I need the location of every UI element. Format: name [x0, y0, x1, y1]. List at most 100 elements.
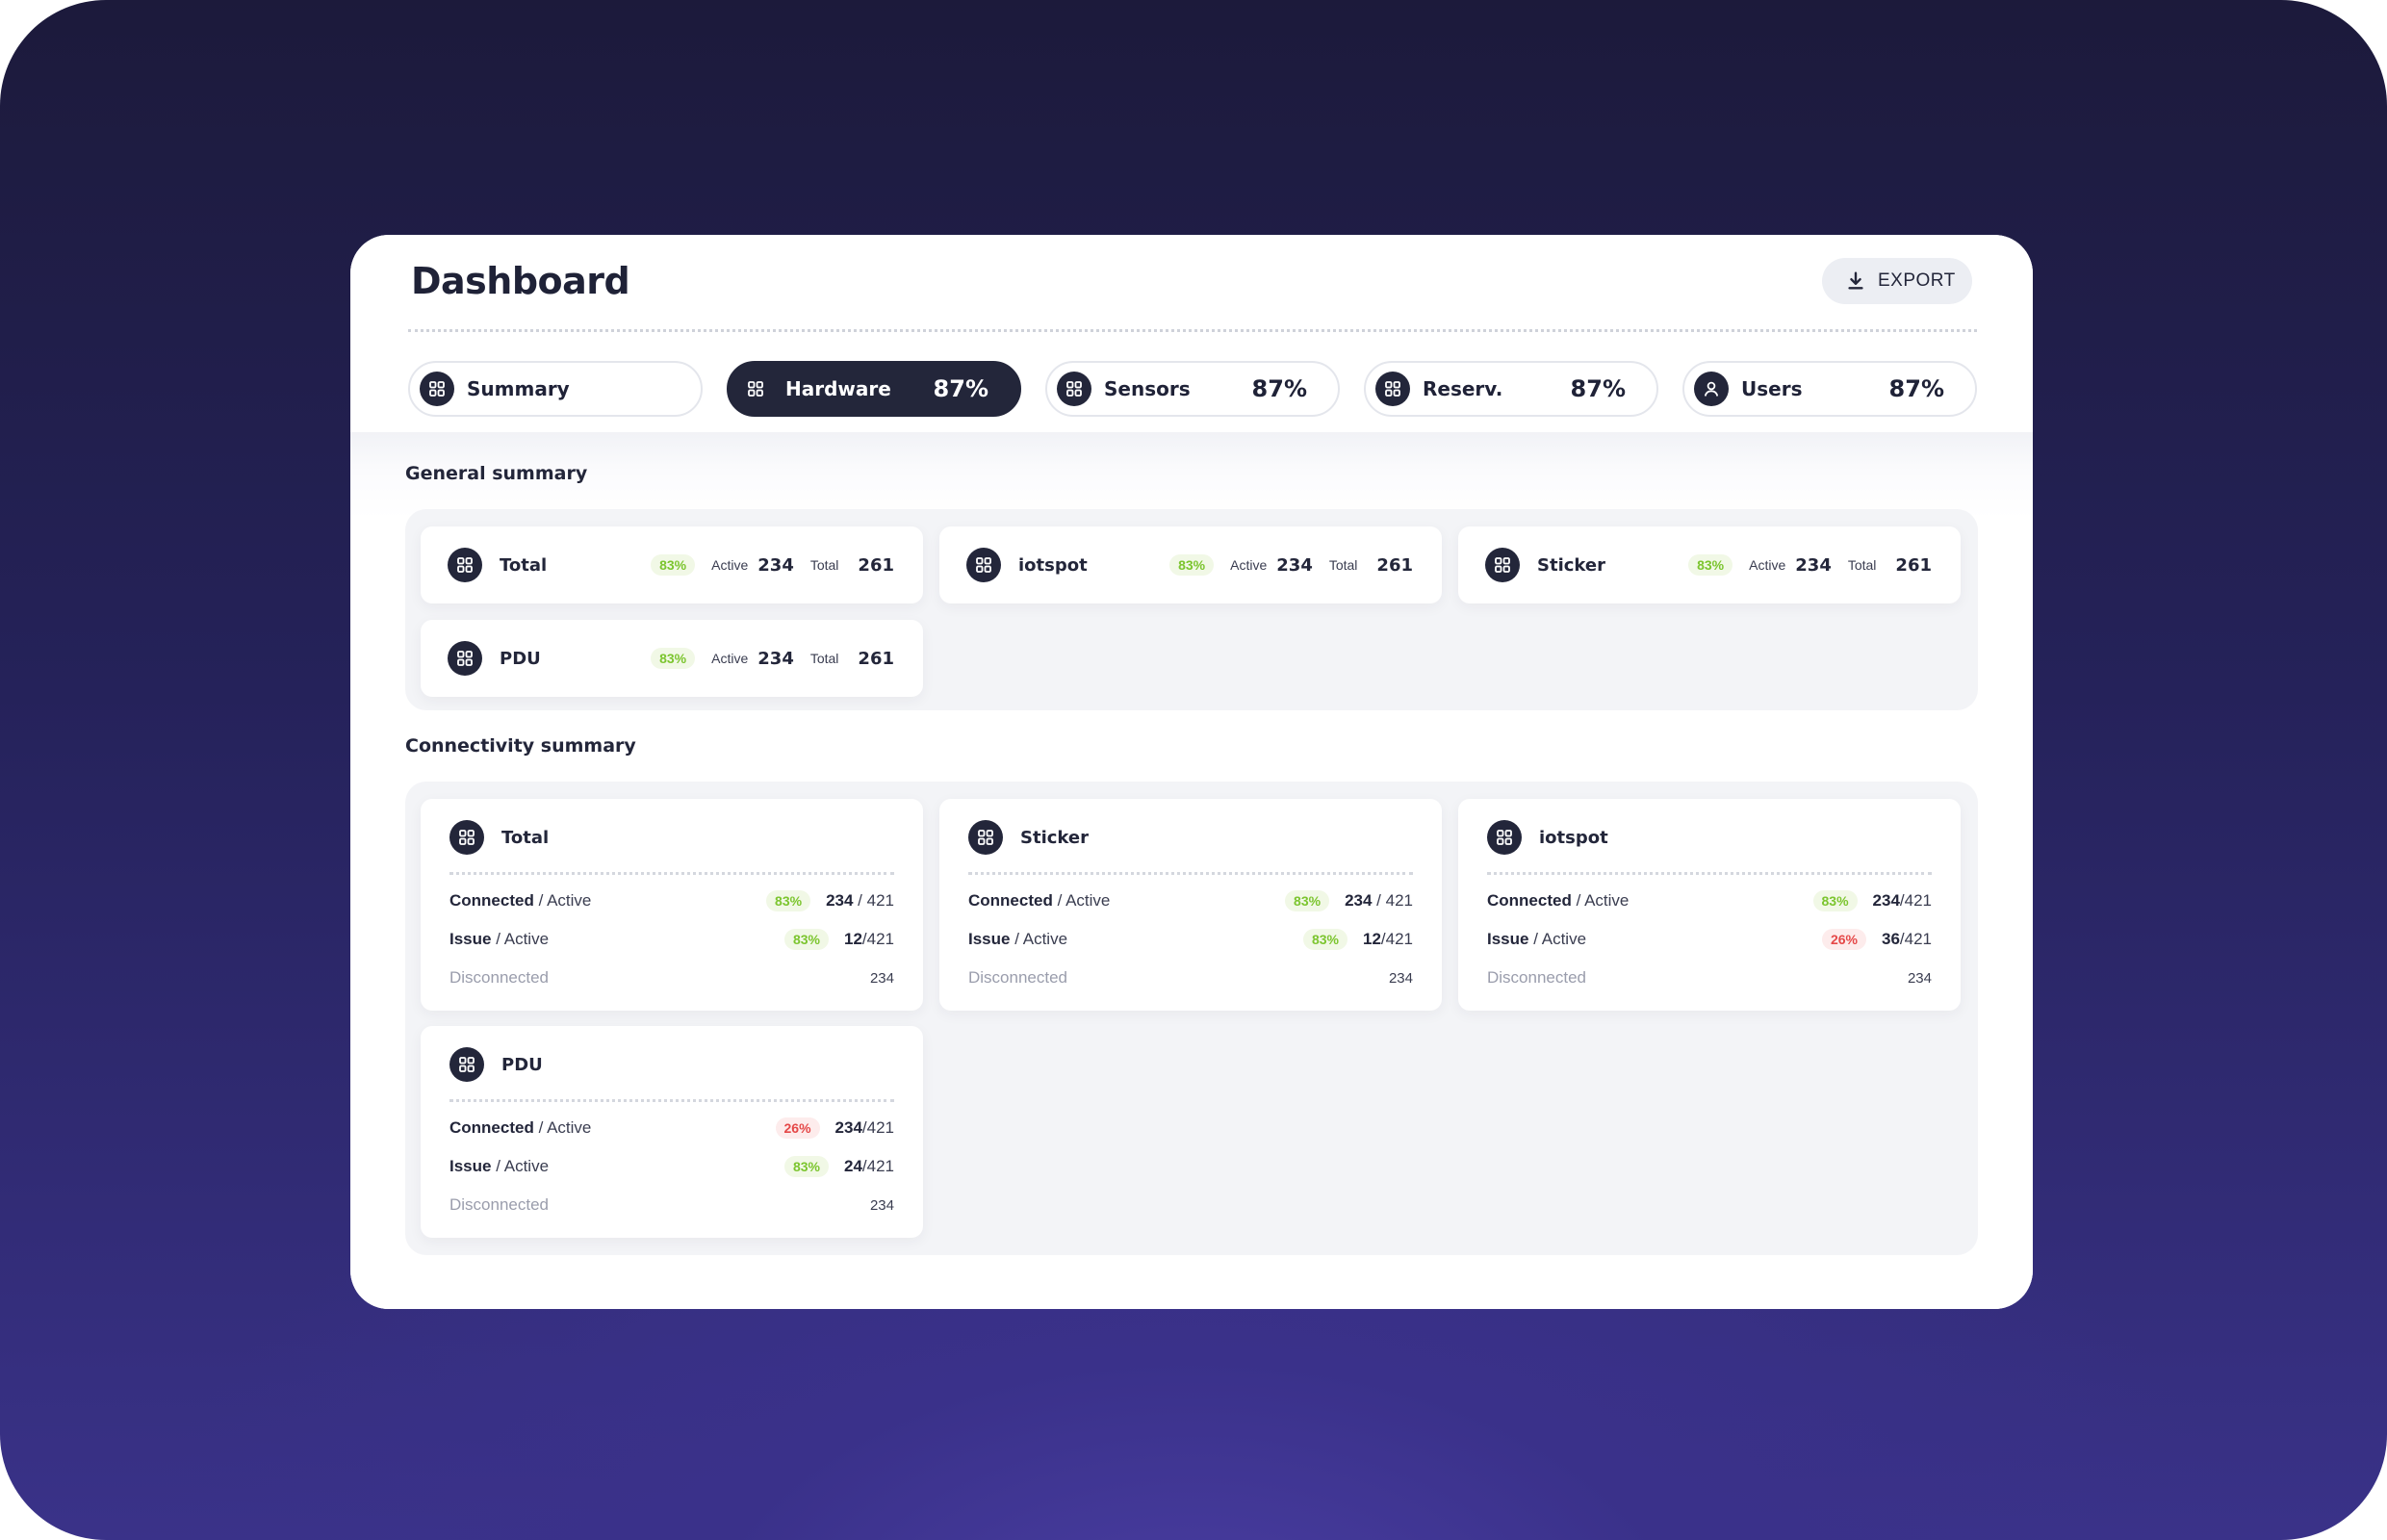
- connected-row: Connected / Active 83% 234 / 421: [449, 886, 894, 915]
- active-label: Active: [711, 557, 749, 573]
- card-divider: [968, 872, 1413, 875]
- card-stats: 83% Active 234 Total 261: [651, 554, 894, 576]
- grid-icon: [449, 1047, 484, 1082]
- row-label: Issue / Active: [449, 930, 550, 948]
- percentage-badge: 83%: [1169, 554, 1215, 576]
- percentage-badge: 83%: [766, 890, 811, 911]
- general-summary-title: General summary: [405, 463, 588, 484]
- row-value: 24/421: [843, 1157, 894, 1175]
- header-divider: [408, 329, 1977, 332]
- connectivity-card-pdu[interactable]: PDU Connected / Active 26% 234/421 Issue…: [421, 1026, 923, 1238]
- tab-label: Reserv.: [1423, 377, 1503, 400]
- row-value: 12/421: [1362, 930, 1413, 948]
- tab-percentage: 87%: [1570, 375, 1626, 402]
- issue-row: Issue / Active 83% 24/421: [449, 1152, 894, 1181]
- connected-row: Connected / Active 83% 234 / 421: [968, 886, 1413, 915]
- row-label: Disconnected: [449, 1195, 550, 1214]
- tab-sensors[interactable]: Sensors 87%: [1045, 361, 1340, 417]
- connectivity-summary-title: Connectivity summary: [405, 735, 636, 757]
- header: Dashboard EXPORT Summary: [350, 235, 2033, 432]
- card-divider: [449, 872, 894, 875]
- card-title: Total: [501, 827, 550, 848]
- user-icon: [1694, 372, 1729, 406]
- row-label: Disconnected: [968, 968, 1068, 987]
- tab-hardware[interactable]: Hardware 87%: [727, 361, 1021, 417]
- tab-label: Users: [1741, 377, 1803, 400]
- grid-icon: [1057, 372, 1091, 406]
- grid-icon: [1375, 372, 1410, 406]
- row-value: 234/421: [1872, 891, 1932, 910]
- page-title: Dashboard: [411, 260, 630, 302]
- active-count: 234: [757, 554, 794, 576]
- connectivity-card-sticker[interactable]: Sticker Connected / Active 83% 234 / 421…: [939, 799, 1442, 1011]
- card-title: Total: [500, 554, 548, 576]
- row-label: Issue / Active: [449, 1157, 550, 1175]
- percentage-badge: 26%: [775, 1117, 820, 1139]
- card-header: iotspot: [1487, 820, 1608, 855]
- card-divider: [1487, 872, 1932, 875]
- tab-label: Summary: [467, 377, 570, 400]
- export-button[interactable]: EXPORT: [1822, 258, 1972, 304]
- percentage-badge: 83%: [651, 648, 696, 669]
- total-count: 261: [1376, 554, 1413, 576]
- row-value: 234 / 421: [826, 891, 894, 910]
- tab-summary[interactable]: Summary: [408, 361, 703, 417]
- disconnected-row: Disconnected 234: [1487, 963, 1932, 992]
- card-title: PDU: [501, 1054, 543, 1075]
- connected-row: Connected / Active 26% 234/421: [449, 1114, 894, 1142]
- tab-percentage: 87%: [1251, 375, 1307, 402]
- tab-percentage: 87%: [933, 375, 988, 402]
- connectivity-card-total[interactable]: Total Connected / Active 83% 234 / 421 I…: [421, 799, 923, 1011]
- grid-icon: [449, 820, 484, 855]
- row-value: 234: [1388, 969, 1413, 987]
- row-label: Connected / Active: [449, 1118, 592, 1137]
- card-title: Sticker: [1537, 554, 1605, 576]
- grid-icon: [420, 372, 454, 406]
- row-value: 36/421: [1881, 930, 1932, 948]
- disconnected-row: Disconnected 234: [449, 1191, 894, 1219]
- issue-row: Issue / Active 83% 12/421: [968, 925, 1413, 954]
- tab-label: Hardware: [785, 377, 891, 400]
- card-header: Sticker: [968, 820, 1089, 855]
- card-divider: [449, 1099, 894, 1102]
- connectivity-card-iotspot[interactable]: iotspot Connected / Active 83% 234/421 I…: [1458, 799, 1961, 1011]
- summary-card-pdu[interactable]: PDU 83% Active 234 Total 261: [421, 620, 923, 697]
- active-count: 234: [757, 648, 794, 669]
- percentage-badge: 83%: [1285, 890, 1330, 911]
- row-value: 234: [869, 1196, 894, 1214]
- percentage-badge: 83%: [1812, 890, 1858, 911]
- grid-icon: [966, 548, 1001, 582]
- tab-bar: Summary Hardware 87% Sensors 87%: [408, 361, 1979, 417]
- tab-users[interactable]: Users 87%: [1682, 361, 1977, 417]
- card-header: Total: [449, 820, 549, 855]
- row-label: Connected / Active: [1487, 891, 1630, 910]
- card-title: iotspot: [1539, 827, 1608, 848]
- tab-reservations[interactable]: Reserv. 87%: [1364, 361, 1658, 417]
- active-label: Active: [711, 651, 749, 666]
- row-value: 234 / 421: [1345, 891, 1413, 910]
- summary-card-total[interactable]: Total 83% Active 234 Total 261: [421, 526, 923, 603]
- percentage-badge: 83%: [783, 929, 829, 950]
- row-label: Connected / Active: [968, 891, 1111, 910]
- percentage-badge: 83%: [1688, 554, 1733, 576]
- active-count: 234: [1276, 554, 1313, 576]
- summary-card-iotspot[interactable]: iotspot 83% Active 234 Total 261: [939, 526, 1442, 603]
- download-icon: [1848, 271, 1863, 290]
- row-value: 234/421: [834, 1118, 894, 1137]
- tab-label: Sensors: [1104, 377, 1191, 400]
- percentage-badge: 83%: [1302, 929, 1348, 950]
- summary-card-sticker[interactable]: Sticker 83% Active 234 Total 261: [1458, 526, 1961, 603]
- card-title: Sticker: [1020, 827, 1089, 848]
- grid-icon: [1487, 820, 1522, 855]
- dashboard-window: Dashboard EXPORT Summary: [350, 235, 2033, 1309]
- row-value: 234: [869, 969, 894, 987]
- percentage-badge: 26%: [1821, 929, 1866, 950]
- tab-percentage: 87%: [1888, 375, 1944, 402]
- total-label: Total: [1328, 557, 1358, 573]
- card-title: PDU: [500, 648, 541, 669]
- percentage-badge: 83%: [651, 554, 696, 576]
- total-label: Total: [809, 651, 839, 666]
- card-stats: 83% Active 234 Total 261: [1688, 554, 1932, 576]
- export-label: EXPORT: [1878, 270, 1956, 291]
